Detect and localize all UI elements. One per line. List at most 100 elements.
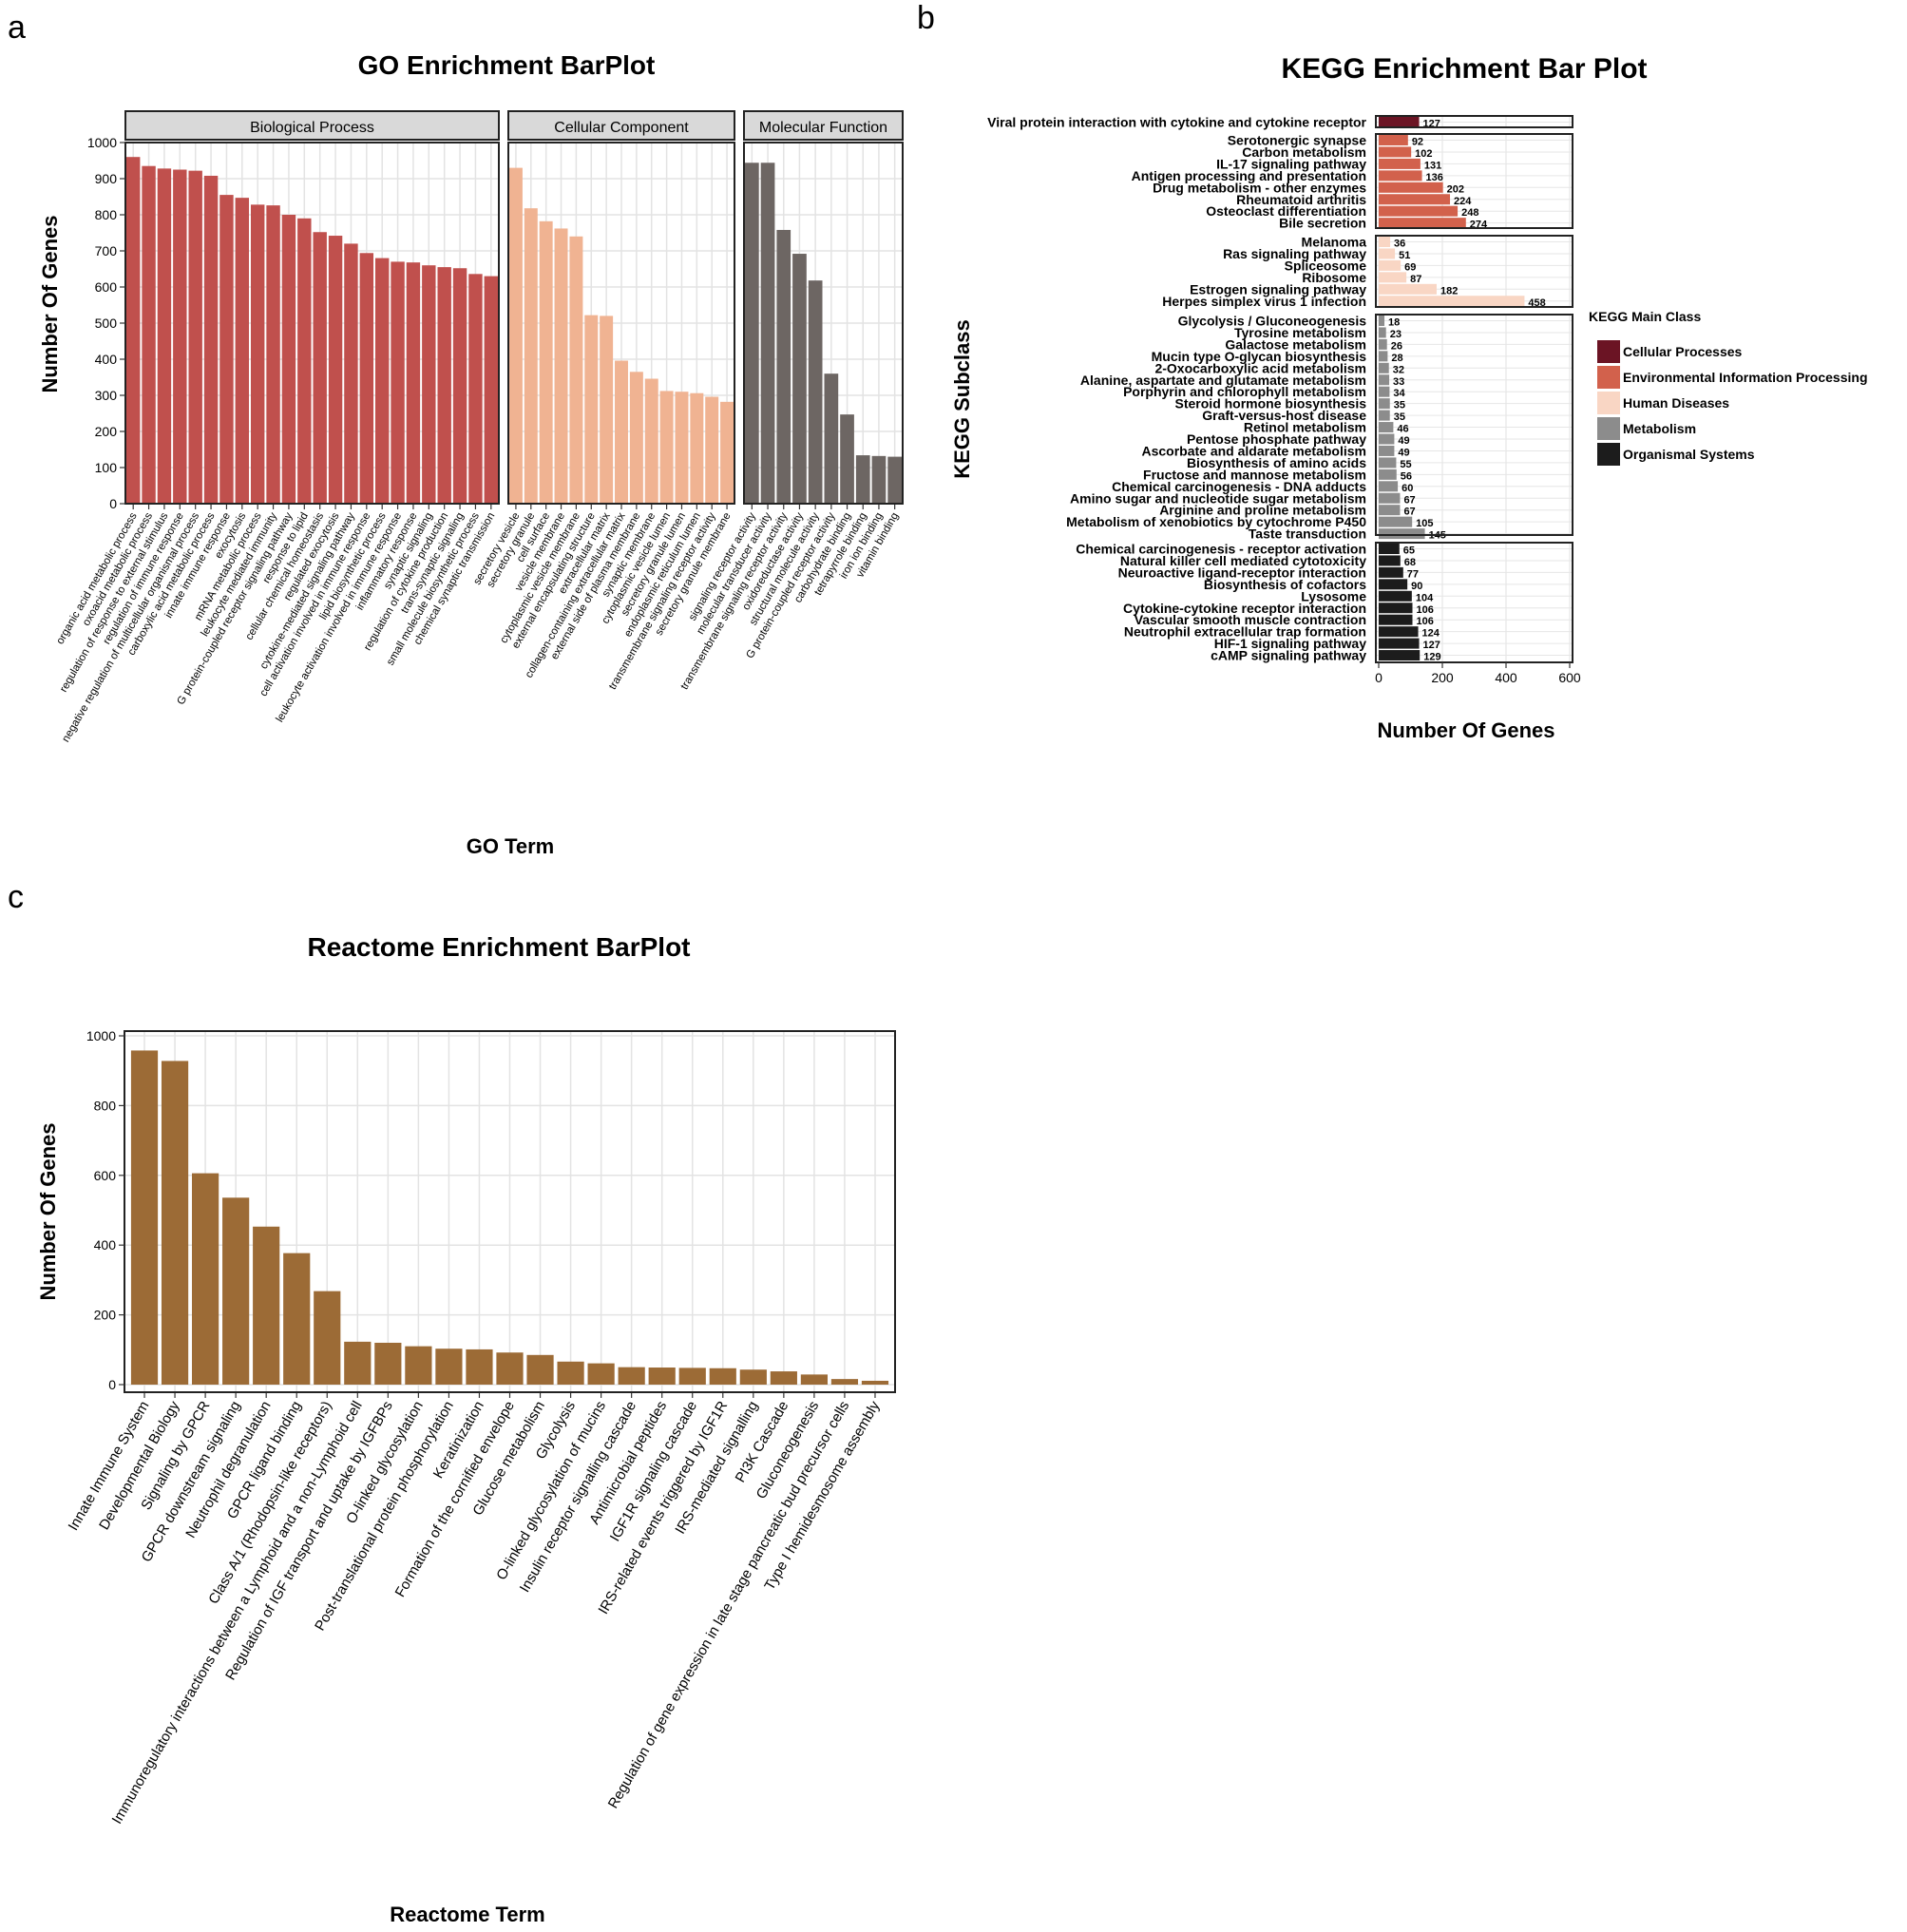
kegg-y-tick-label: Porphyrin and chlorophyll metabolism bbox=[1123, 384, 1366, 399]
go-facet-strip bbox=[507, 110, 735, 141]
kegg-bar bbox=[1379, 481, 1399, 492]
kegg-value-label: 136 bbox=[1426, 172, 1443, 183]
reactome-bar bbox=[830, 1379, 859, 1385]
go-facet-strip bbox=[124, 110, 500, 141]
go-bar bbox=[659, 391, 674, 504]
go-y-tick-label: 800 bbox=[95, 207, 118, 222]
kegg-bar bbox=[1379, 296, 1525, 307]
kegg-y-tick-label: Bile secretion bbox=[1279, 216, 1366, 231]
kegg-bar bbox=[1379, 398, 1390, 410]
go-bar bbox=[452, 268, 467, 504]
go-bar bbox=[250, 204, 265, 505]
reactome-bar bbox=[161, 1061, 189, 1385]
go-panel-border bbox=[743, 142, 904, 505]
go-bar bbox=[328, 236, 343, 505]
reactome-bar bbox=[192, 1173, 219, 1385]
reactome-bar bbox=[344, 1341, 372, 1385]
go-bar bbox=[508, 167, 523, 504]
kegg-y-tick-label: Retinol metabolism bbox=[1244, 420, 1366, 435]
kegg-y-tick-label: 2-Oxocarboxylic acid metabolism bbox=[1154, 360, 1366, 375]
kegg-y-tick-label: Rheumatoid arthritis bbox=[1236, 192, 1366, 207]
reactome-bar bbox=[466, 1349, 493, 1385]
kegg-y-tick-label: Ras signaling pathway bbox=[1223, 246, 1366, 261]
go-facet-label: Biological Process bbox=[250, 120, 374, 136]
kegg-bar bbox=[1379, 614, 1413, 625]
go-title: GO Enrichment BarPlot bbox=[358, 50, 656, 80]
reactome-bar bbox=[739, 1369, 767, 1385]
reactome-bar bbox=[648, 1368, 676, 1385]
kegg-bar bbox=[1379, 283, 1437, 295]
kegg-panel-border bbox=[1375, 133, 1573, 229]
kegg-legend-title: KEGG Main Class bbox=[1589, 309, 1701, 324]
reactome-title: Reactome Enrichment BarPlot bbox=[308, 932, 691, 962]
kegg-y-tick-label: Steroid hormone biosynthesis bbox=[1175, 396, 1367, 411]
kegg-bar bbox=[1379, 386, 1390, 397]
kegg-value-label: 67 bbox=[1403, 507, 1415, 518]
go-y-tick-label: 700 bbox=[95, 243, 118, 258]
reactome-bar bbox=[770, 1371, 797, 1385]
kegg-value-label: 182 bbox=[1440, 285, 1458, 296]
kegg-legend-label: Organismal Systems bbox=[1623, 447, 1755, 462]
go-bar bbox=[808, 280, 823, 504]
kegg-legend-label: Environmental Information Processing bbox=[1623, 370, 1868, 385]
kegg-y-tick-label: Lysosome bbox=[1301, 588, 1366, 603]
go-facet-label: Cellular Component bbox=[554, 120, 689, 136]
kegg-bar bbox=[1379, 117, 1420, 127]
go-y-tick-label: 200 bbox=[95, 424, 118, 439]
go-bar bbox=[125, 157, 141, 504]
go-bar bbox=[644, 378, 658, 504]
go-bar bbox=[675, 392, 689, 504]
go-bar bbox=[437, 267, 451, 504]
kegg-panel-border bbox=[1375, 115, 1573, 128]
go-bar bbox=[484, 276, 499, 504]
reactome-y-tick-label: 1000 bbox=[86, 1028, 116, 1043]
kegg-value-label: 87 bbox=[1410, 274, 1421, 285]
kegg-y-tick-label: Alanine, aspartate and glutamate metabol… bbox=[1080, 373, 1366, 388]
kegg-value-label: 23 bbox=[1390, 329, 1402, 340]
panel-label-a: a bbox=[8, 10, 26, 46]
go-bar bbox=[745, 163, 759, 504]
kegg-value-label: 49 bbox=[1398, 447, 1409, 458]
reactome-bar bbox=[800, 1374, 828, 1385]
kegg-y-tick-label: Antigen processing and presentation bbox=[1132, 168, 1366, 183]
go-bar bbox=[188, 170, 202, 504]
reactome-bar bbox=[587, 1363, 615, 1385]
kegg-bar bbox=[1379, 603, 1413, 614]
kegg-value-label: 106 bbox=[1417, 616, 1434, 627]
go-facet-label: Molecular Function bbox=[759, 120, 887, 136]
kegg-x-tick-label: 400 bbox=[1495, 670, 1517, 685]
kegg-bar bbox=[1379, 135, 1408, 145]
reactome-bar bbox=[405, 1346, 432, 1385]
kegg-value-label: 202 bbox=[1447, 183, 1464, 195]
reactome-bar bbox=[709, 1368, 736, 1385]
reactome-y-tick-label: 400 bbox=[94, 1237, 117, 1253]
kegg-x-tick-label: 0 bbox=[1375, 670, 1383, 685]
kegg-value-label: 69 bbox=[1404, 261, 1416, 273]
kegg-bar bbox=[1379, 374, 1390, 386]
go-facet-strip bbox=[743, 110, 904, 141]
kegg-y-tick-label: Ribosome bbox=[1302, 270, 1366, 285]
kegg-bar bbox=[1379, 528, 1425, 540]
reactome-bar bbox=[374, 1342, 402, 1385]
go-bar bbox=[173, 169, 187, 504]
kegg-bar bbox=[1379, 248, 1396, 259]
reactome-bar bbox=[130, 1050, 159, 1385]
go-x-axis-label: GO Term bbox=[467, 834, 555, 858]
kegg-bar bbox=[1379, 362, 1389, 373]
kegg-bar bbox=[1379, 351, 1388, 362]
kegg-y-tick-label: Glycolysis / Gluconeogenesis bbox=[1178, 314, 1367, 329]
go-bar bbox=[600, 316, 614, 504]
kegg-y-tick-label: Vascular smooth muscle contraction bbox=[1135, 612, 1366, 627]
kegg-value-label: 26 bbox=[1391, 340, 1402, 352]
kegg-group-3: 36 Melanoma 51 Ras signaling pathway 69 Splic… bbox=[1162, 235, 1573, 309]
kegg-value-label: 67 bbox=[1403, 494, 1415, 506]
kegg-bar bbox=[1379, 544, 1400, 554]
kegg-value-label: 248 bbox=[1461, 207, 1478, 219]
kegg-bar bbox=[1379, 205, 1459, 217]
reactome-bar bbox=[222, 1197, 250, 1385]
kegg-legend-swatch bbox=[1597, 443, 1620, 466]
kegg-y-tick-label: cAMP signaling pathway bbox=[1211, 648, 1366, 663]
